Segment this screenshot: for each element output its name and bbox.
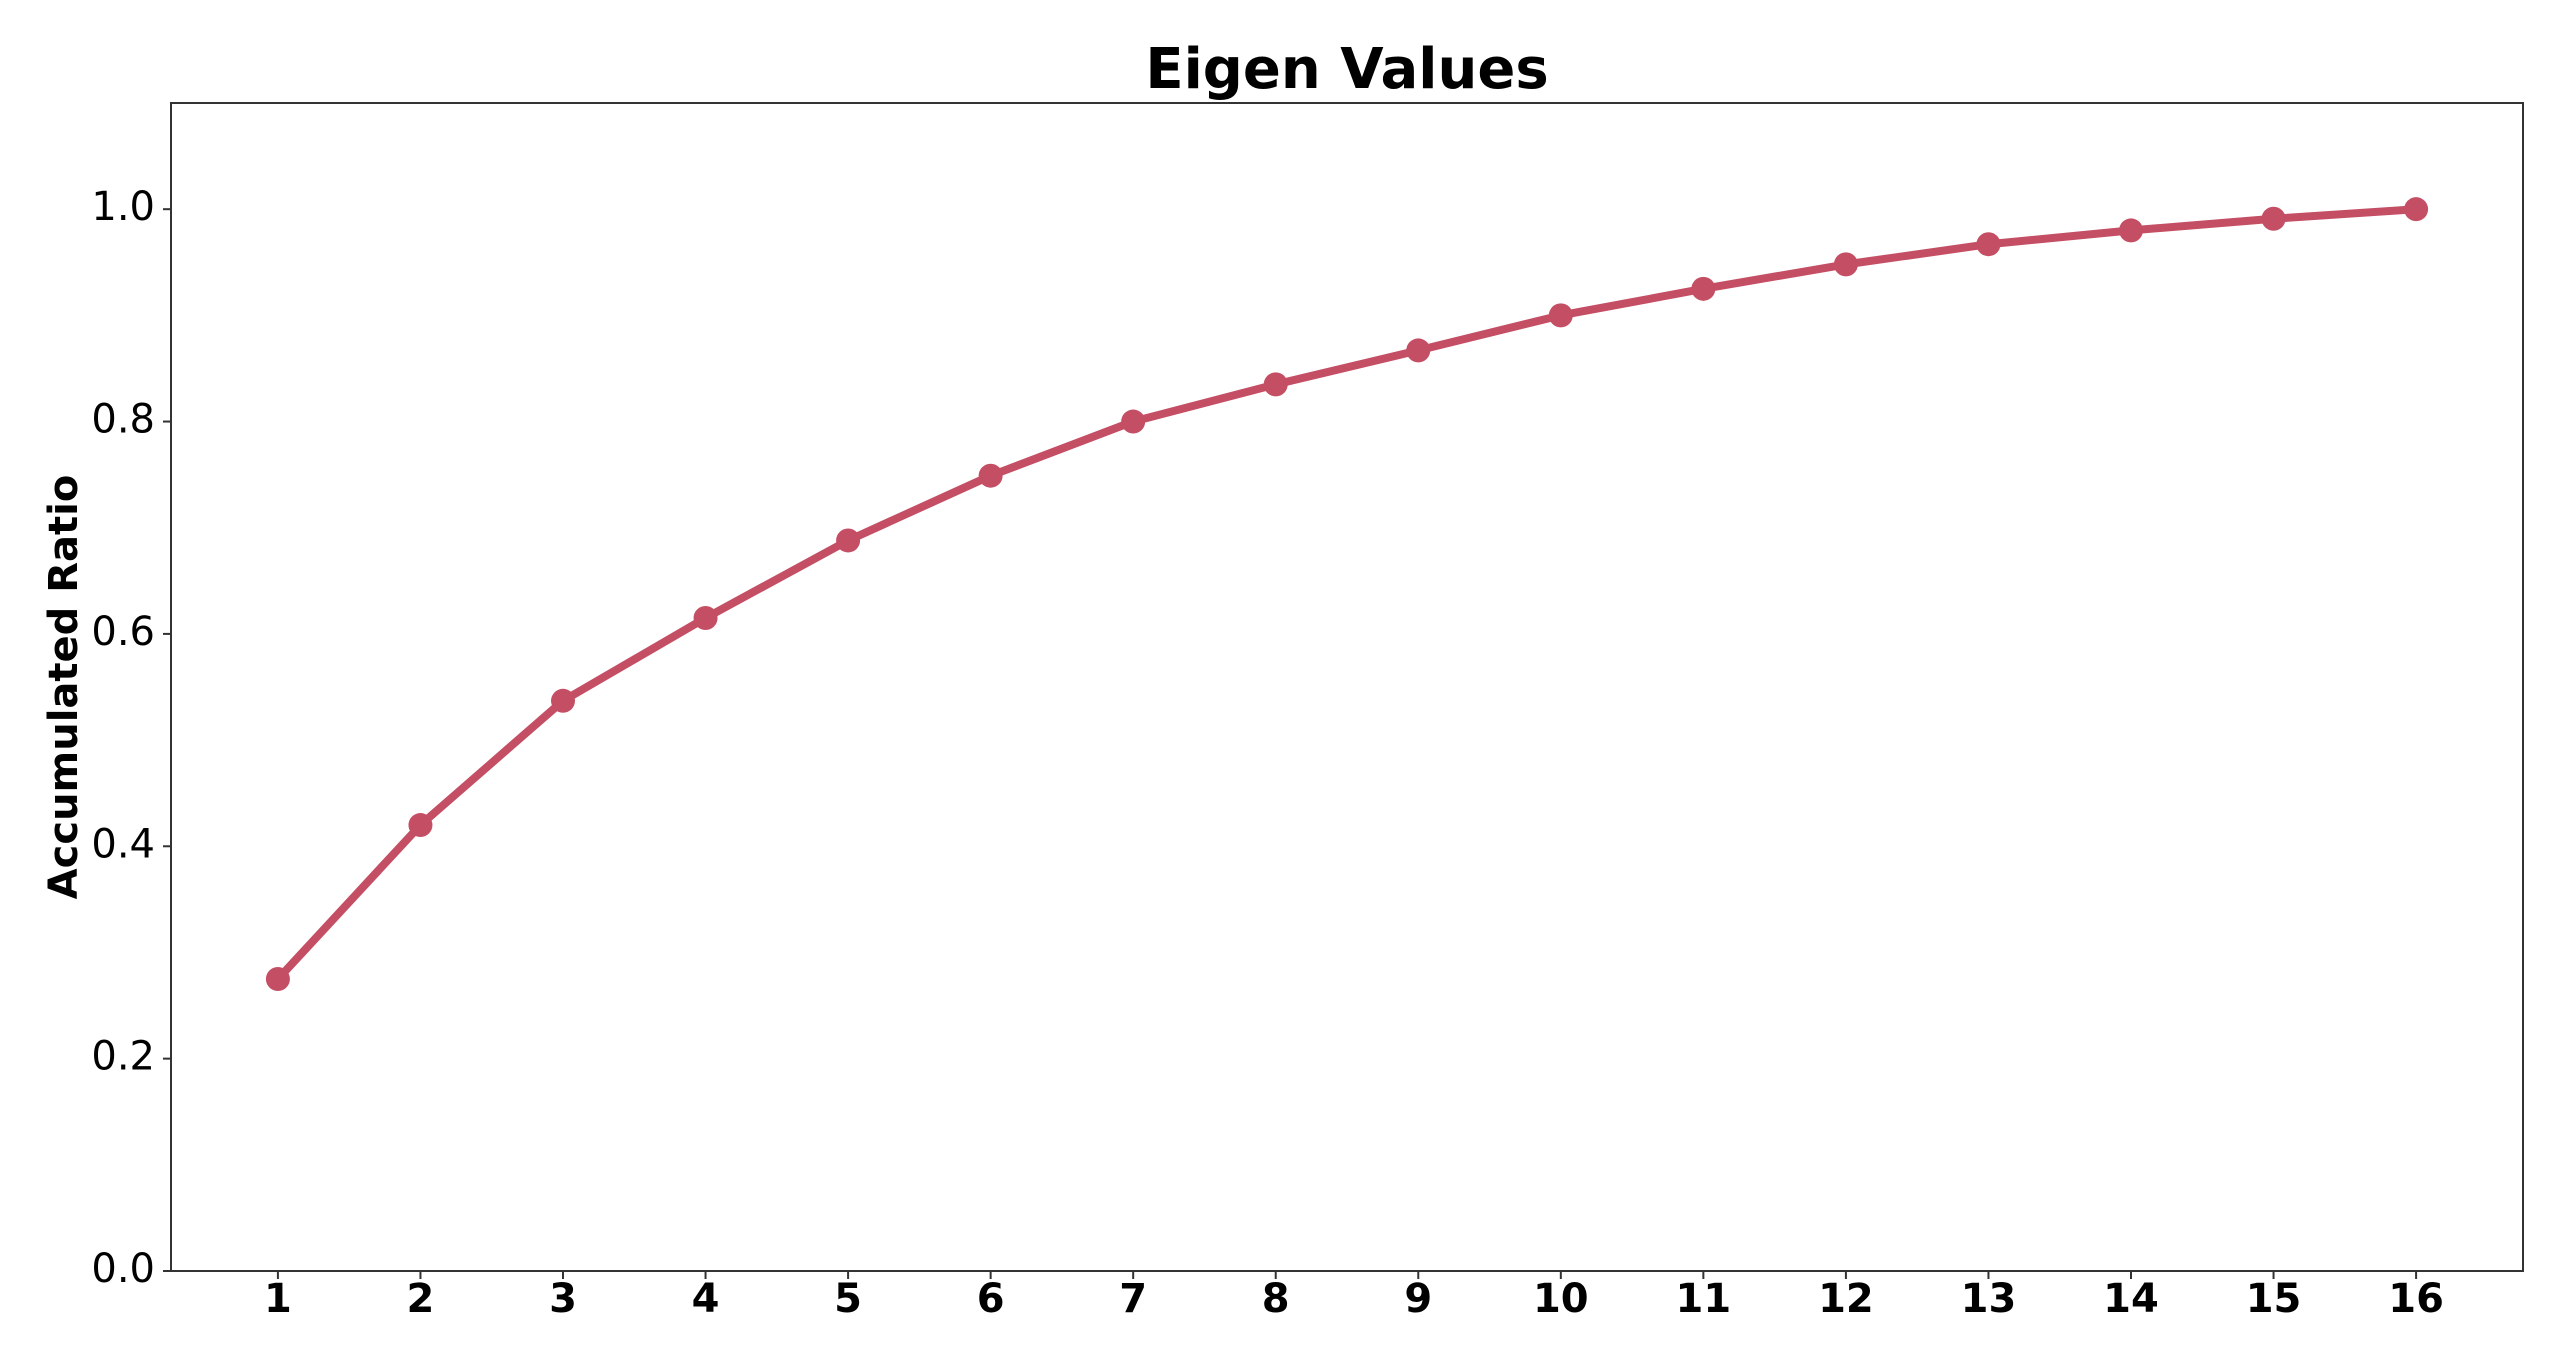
y-axis-label: Accumulated Ratio xyxy=(41,475,87,900)
x-tick-label: 7 xyxy=(1119,1276,1147,1322)
data-point xyxy=(2404,197,2429,222)
x-tick-label: 2 xyxy=(407,1276,435,1322)
x-tick-label: 10 xyxy=(1533,1276,1589,1322)
x-tick-label: 13 xyxy=(1961,1276,2017,1322)
data-point xyxy=(551,688,575,713)
y-tick-label: 1.0 xyxy=(91,184,155,230)
data-point xyxy=(1548,303,1573,328)
y-tick-label: 0.4 xyxy=(91,821,155,867)
data-point xyxy=(2119,218,2143,243)
x-tick-label: 12 xyxy=(1818,1276,1874,1322)
y-tick-label: 0.6 xyxy=(91,609,155,655)
x-tick-label: 6 xyxy=(977,1276,1005,1322)
chart-title: Eigen Values xyxy=(1145,37,1548,102)
x-tick-label: 1 xyxy=(264,1276,292,1322)
x-tick-label: 14 xyxy=(2103,1276,2159,1322)
data-point xyxy=(1263,372,1288,397)
data-point xyxy=(1833,252,1858,277)
y-tick-label: 0.8 xyxy=(91,397,155,443)
x-tick-label: 8 xyxy=(1262,1276,1290,1322)
series-line xyxy=(274,205,2417,982)
data-point xyxy=(836,528,861,553)
plot-frame xyxy=(170,102,2524,1272)
x-tick-label: 3 xyxy=(549,1276,577,1322)
x-tick-label: 16 xyxy=(2388,1276,2444,1322)
x-tick-label: 9 xyxy=(1404,1276,1432,1322)
x-tick-label: 5 xyxy=(834,1276,862,1322)
y-tick-label: 0.0 xyxy=(91,1246,155,1292)
data-point xyxy=(978,463,1003,488)
data-point xyxy=(1691,276,1716,301)
data-point xyxy=(1121,409,1146,434)
y-tick-label: 0.2 xyxy=(91,1034,155,1080)
data-point xyxy=(1976,232,2001,257)
x-tick-label: 11 xyxy=(1676,1276,1732,1322)
x-tick-label: 15 xyxy=(2246,1276,2302,1322)
data-point xyxy=(2261,206,2286,231)
data-point xyxy=(693,605,718,630)
data-point xyxy=(408,813,433,838)
data-point xyxy=(1406,338,1431,363)
x-tick-label: 4 xyxy=(692,1276,720,1322)
data-point xyxy=(265,967,290,991)
